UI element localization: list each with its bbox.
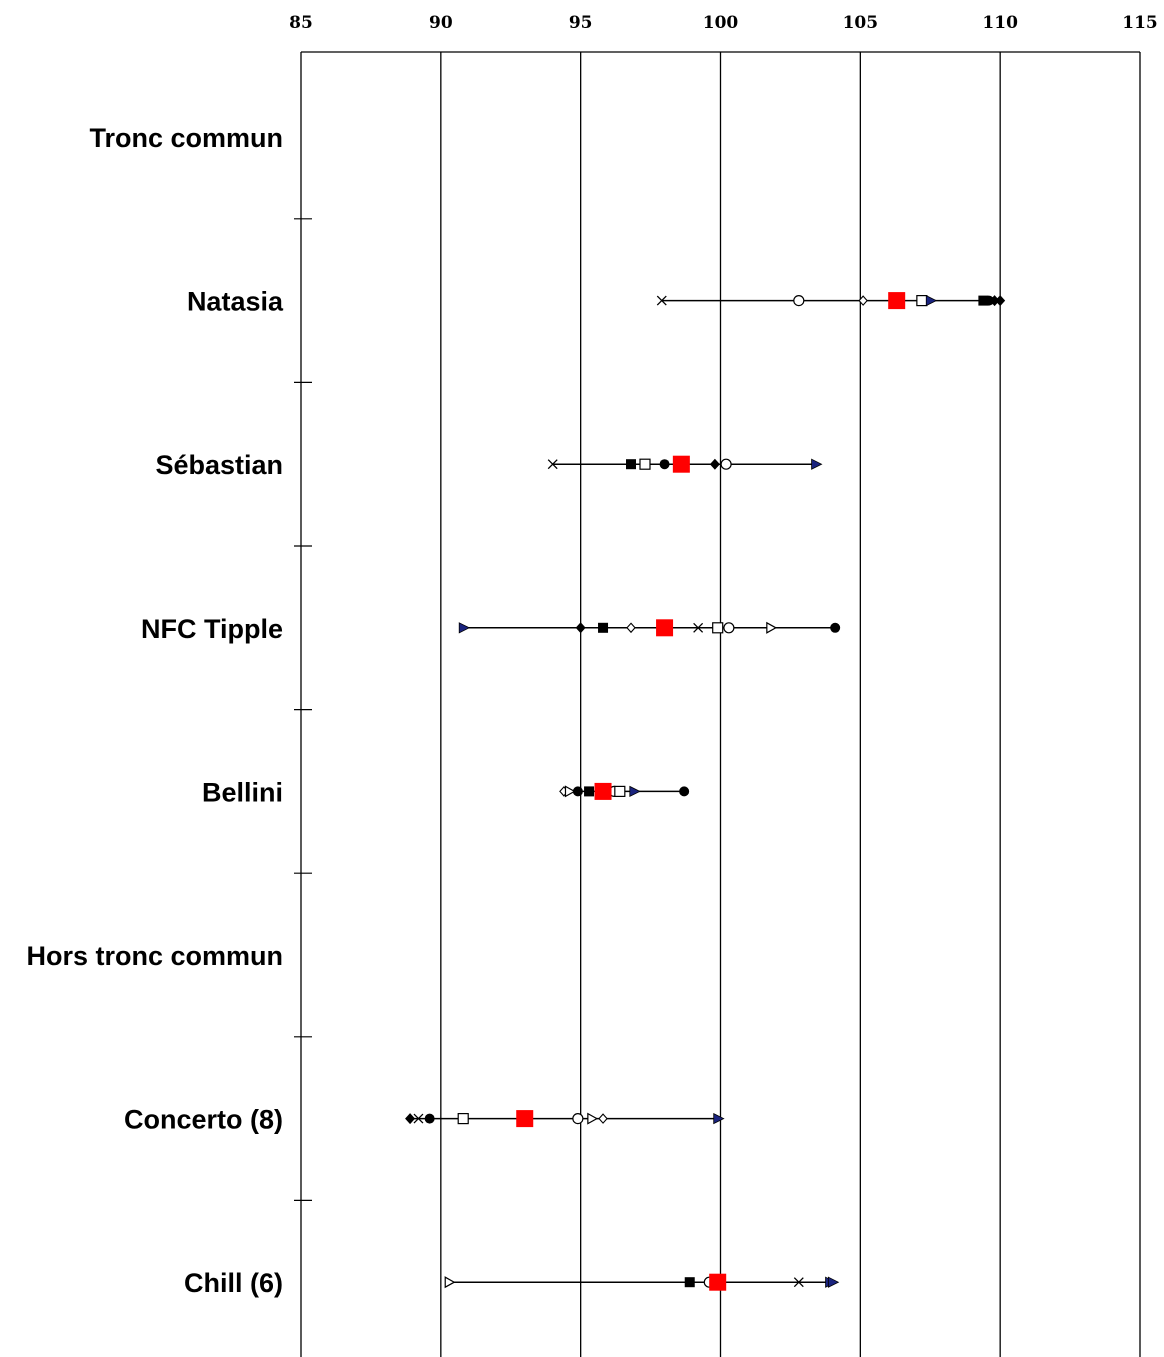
row-label: NFC Tipple xyxy=(141,614,283,644)
marker-square-red xyxy=(594,782,612,800)
marker-x xyxy=(547,459,558,470)
rows: Tronc commun Natasia Sébastian NFC Tipple Be… xyxy=(26,123,1006,1298)
marker-square-filled xyxy=(598,622,609,633)
marker-triangle-filled xyxy=(629,785,641,798)
marker-x xyxy=(793,1277,804,1288)
x-tick-label: 90 xyxy=(429,13,453,33)
marker-x xyxy=(656,295,667,306)
marker-square-red xyxy=(516,1110,534,1128)
row-group: Hors tronc commun xyxy=(26,941,283,971)
row-label: Concerto (8) xyxy=(124,1105,283,1135)
marker-x xyxy=(413,1113,424,1124)
marker-square-red xyxy=(888,292,906,310)
row-group: Bellini xyxy=(202,777,690,807)
marker-triangle-filled xyxy=(811,458,823,470)
x-tick-label: 85 xyxy=(289,13,313,33)
marker-triangle-open xyxy=(766,621,778,634)
marker-square-open xyxy=(457,1112,469,1125)
vertical-gridlines xyxy=(300,52,1141,1357)
marker-diamond-filled xyxy=(709,458,720,470)
marker-circle-open xyxy=(793,295,805,307)
marker-square-open xyxy=(614,785,626,798)
marker-circle-filled xyxy=(572,786,583,797)
marker-square-red xyxy=(672,455,690,473)
marker-circle-filled xyxy=(983,295,994,306)
row-group: Natasia xyxy=(187,287,1006,317)
row-label: Bellini xyxy=(202,777,283,807)
marker-circle-filled xyxy=(659,459,670,470)
marker-circle-filled xyxy=(830,622,841,633)
marker-triangle-open xyxy=(587,1112,599,1125)
y-axis xyxy=(294,51,1140,1202)
x-tick-label: 95 xyxy=(569,13,593,33)
marker-diamond-filled xyxy=(405,1113,416,1125)
marker-square-filled xyxy=(684,1277,695,1288)
marker-diamond-open xyxy=(626,622,636,634)
row-label: Tronc commun xyxy=(89,123,283,153)
marker-square-red xyxy=(656,619,674,637)
marker-square-filled xyxy=(978,295,989,306)
marker-square-filled xyxy=(584,786,595,797)
marker-triangle-filled xyxy=(827,1276,840,1288)
marker-x xyxy=(693,622,704,633)
row-label: Natasia xyxy=(187,287,284,317)
marker-triangle-filled xyxy=(925,294,938,307)
marker-triangle-open xyxy=(444,1276,456,1289)
marker-circle-open xyxy=(720,458,732,470)
x-axis-tick-labels: 85 90 95 100 105 110 115 xyxy=(289,13,1158,33)
row-label: Chill (6) xyxy=(184,1268,283,1298)
row-label: Sébastian xyxy=(155,450,283,480)
marker-triangle-filled xyxy=(458,622,471,634)
marker-square-open xyxy=(712,622,724,634)
row-group: Concerto (8) xyxy=(124,1105,725,1135)
marker-triangle-open xyxy=(564,785,576,798)
x-tick-label: 100 xyxy=(703,13,739,33)
marker-diamond-filled xyxy=(989,295,1000,307)
marker-diamond-open xyxy=(858,295,868,306)
row-group: Tronc commun xyxy=(89,123,283,153)
row-group: Sébastian xyxy=(155,450,823,480)
x-tick-label: 105 xyxy=(843,13,879,33)
marker-square-open xyxy=(639,458,651,470)
x-tick-label: 110 xyxy=(982,13,1018,33)
marker-circle-open xyxy=(723,622,735,634)
row-label: Hors tronc commun xyxy=(26,941,283,971)
x-tick-label: 115 xyxy=(1122,13,1158,33)
marker-circle-open xyxy=(572,1112,584,1125)
marker-diamond-filled xyxy=(575,622,586,634)
marker-square-open xyxy=(916,295,928,307)
marker-circle-filled xyxy=(424,1113,435,1124)
marker-diamond-filled xyxy=(995,295,1006,307)
marker-diamond-open xyxy=(598,1113,608,1124)
row-group: Chill (6) xyxy=(184,1268,840,1298)
row-group: NFC Tipple xyxy=(141,614,841,644)
marker-triangle-filled xyxy=(713,1112,725,1125)
marker-square-filled xyxy=(626,459,637,470)
marker-circle-filled xyxy=(679,786,690,797)
marker-square-red xyxy=(709,1273,727,1291)
